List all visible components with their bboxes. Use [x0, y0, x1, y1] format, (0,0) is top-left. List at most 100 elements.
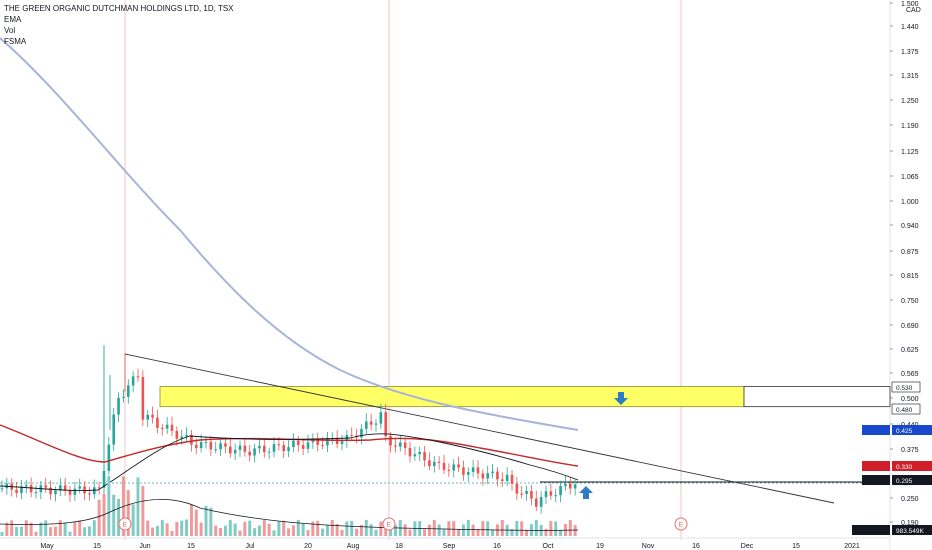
volume-bar — [19, 526, 23, 536]
candle-body — [530, 491, 533, 499]
price-axis: 1.500 1.440 1.375 1.315 1.250 1.190 1.125 1.065… — [890, 1, 919, 527]
volume-bar — [53, 526, 57, 536]
volume-bar — [199, 522, 203, 536]
label-value-bg-ema-ma — [892, 461, 932, 471]
candle-body — [204, 441, 208, 443]
time-tick-label: Oct — [543, 543, 554, 550]
price-tick-label: 0.625 — [901, 347, 919, 354]
candle-body — [510, 474, 514, 484]
candle-body — [462, 467, 465, 475]
candle-body — [160, 427, 164, 429]
candle-body — [117, 397, 120, 415]
time-tick-label: 15 — [187, 543, 195, 550]
price-tick-label: 0.500 — [901, 396, 919, 403]
volume-bar — [238, 530, 242, 536]
volume-bar — [92, 520, 96, 536]
chart-legend: THE GREEN ORGANIC DUTCHMAN HOLDINGS LTD,… — [4, 3, 234, 47]
candle-body — [500, 479, 504, 481]
volume-bar — [49, 527, 53, 536]
candle-body — [243, 445, 247, 452]
candle-body — [389, 436, 392, 446]
volume-bar — [573, 525, 577, 536]
price-tick-label: 0.250 — [901, 496, 919, 503]
candle-body — [432, 461, 436, 467]
volume-bar — [277, 521, 281, 536]
time-tick-label: 19 — [596, 543, 604, 550]
volume-bar — [248, 520, 252, 536]
candle-body — [34, 492, 38, 494]
volume-bar — [141, 486, 145, 536]
volume-bar — [568, 520, 572, 536]
label-value-ema-ma: 0.330 — [896, 464, 913, 471]
legend-vol[interactable]: Vol — [4, 26, 16, 35]
time-tick-label: 2021 — [844, 543, 860, 550]
price-tick-label: 1.315 — [901, 73, 919, 80]
volume-bar — [87, 526, 91, 536]
candle-body — [156, 417, 159, 428]
volume-bar — [117, 499, 121, 536]
candle-body — [190, 434, 193, 445]
candle-body — [136, 376, 140, 378]
volume-bar — [146, 520, 150, 536]
volume-bar — [107, 476, 111, 536]
volume-bar — [316, 520, 320, 536]
candle-body — [442, 462, 446, 470]
volume-bar — [481, 521, 485, 536]
price-tick-label: 0.375 — [901, 447, 919, 454]
candle-body — [384, 412, 388, 437]
volume-bar — [58, 520, 62, 536]
volume-bar — [78, 520, 82, 536]
volume-bar — [525, 529, 529, 536]
volume-bar — [491, 529, 495, 536]
candle-body — [141, 377, 145, 420]
volume-bar — [233, 523, 237, 536]
candle-body — [58, 485, 62, 491]
candle-body — [102, 470, 106, 488]
label-value-volume-ma: 983.549K — [896, 528, 924, 535]
earnings-marker — [118, 517, 132, 531]
volume-bar — [321, 528, 325, 536]
label-value-bg-fsma-ma4 — [892, 425, 932, 435]
candle-body — [262, 445, 266, 453]
time-tick-label: 15 — [792, 543, 800, 550]
time-tick-label: 15 — [93, 543, 101, 550]
legend-fsma[interactable]: FSMA — [4, 37, 27, 46]
candle-body — [321, 444, 324, 446]
candle-body — [122, 396, 125, 398]
time-tick-label: Jul — [246, 543, 255, 550]
candle-body — [267, 451, 271, 453]
volume-bar — [549, 520, 553, 536]
candle-body — [544, 491, 548, 498]
candle-body — [248, 451, 252, 456]
label-tag-volume-ma — [852, 525, 890, 535]
volume-bar — [214, 525, 218, 536]
candle-body — [534, 498, 538, 507]
volume-bar — [282, 520, 286, 536]
earnings-marker — [674, 517, 688, 531]
volume-bar — [0, 532, 4, 536]
zone-extension — [743, 386, 891, 408]
time-tick-label: 16 — [493, 543, 501, 550]
volume-bar — [253, 528, 257, 536]
candle-body — [238, 445, 242, 450]
volume-bar — [175, 522, 179, 536]
volume-bar — [39, 522, 43, 536]
candle-body — [49, 487, 52, 495]
volume-bar — [355, 528, 359, 536]
volume-bar — [389, 528, 393, 536]
label-tag-fsma-ma4 — [862, 425, 890, 435]
price-tick-label: 1.065 — [901, 174, 919, 181]
candle-body — [466, 471, 470, 475]
volume-bar — [476, 529, 480, 536]
earnings-marker-label: E — [387, 522, 392, 529]
legend-ema[interactable]: EMA — [4, 15, 22, 24]
candle-body — [199, 442, 203, 449]
volume-bar — [515, 521, 519, 536]
volume-bar — [510, 529, 514, 536]
candle-body — [258, 445, 261, 449]
candle-body — [476, 467, 480, 474]
time-tick-label: 16 — [692, 543, 700, 550]
candle-body — [180, 436, 184, 439]
